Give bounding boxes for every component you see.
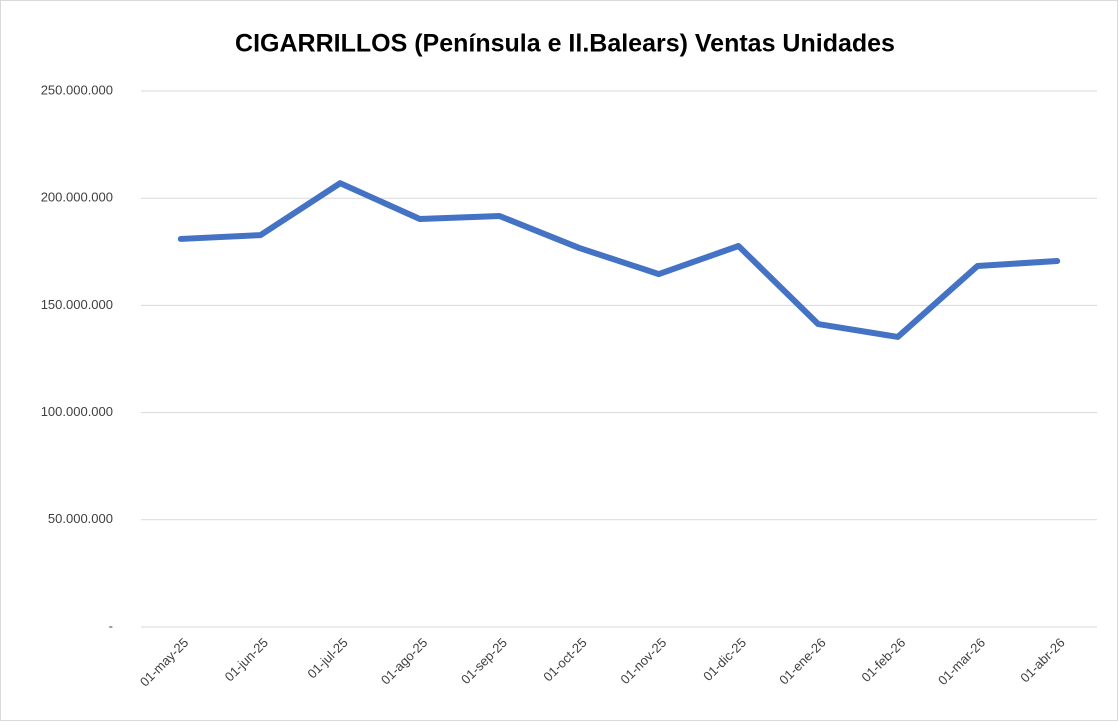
y-tick-label: 250.000.000 (41, 82, 113, 97)
y-tick-label: 50.000.000 (48, 511, 113, 526)
y-tick-label: 200.000.000 (41, 190, 113, 205)
data-line (177, 180, 1061, 340)
y-tick-label: 100.000.000 (41, 404, 113, 419)
y-tick-label: - (109, 618, 113, 633)
y-tick-label: 150.000.000 (41, 297, 113, 312)
chart-title: CIGARRILLOS (Península e Il.Balears) Ven… (235, 30, 895, 58)
